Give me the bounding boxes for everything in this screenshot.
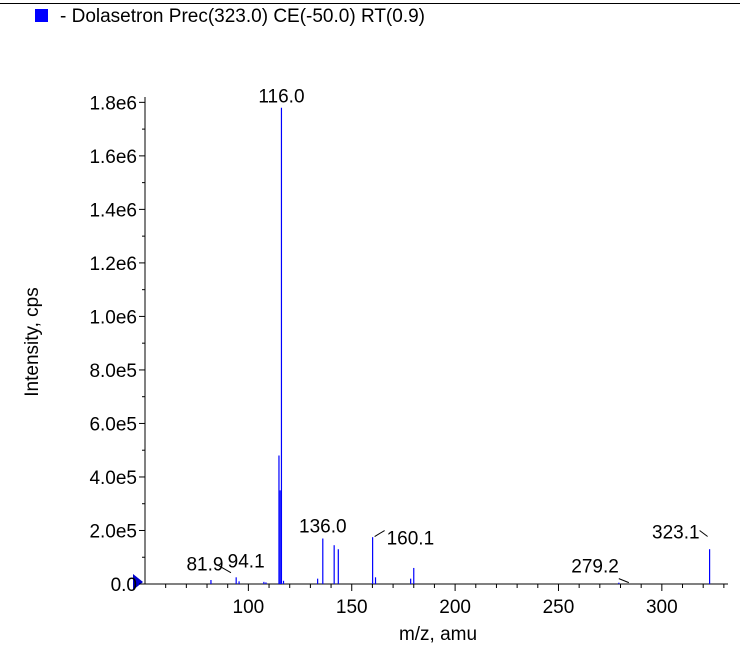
x-tick-label: 100: [233, 597, 265, 618]
peaks: [210, 107, 711, 584]
legend-label: - Dolasetron Prec(323.0) CE(-50.0) RT(0.…: [60, 6, 425, 27]
peak-label: 116.0: [258, 87, 304, 108]
peak-label: 279.2: [571, 557, 619, 578]
y-tick-label: 1.4e6: [89, 200, 137, 221]
x-tick-label: 300: [646, 597, 678, 618]
y-tick-label: 6.0e5: [89, 414, 137, 435]
y-tick-label: 1.0e6: [89, 307, 137, 328]
peak-label: 81.9: [186, 555, 223, 576]
peak-labels: 116.0 136.0 160.1 323.1 279.2 94.181.9: [186, 87, 708, 584]
x-axis-label: m/z, amu: [399, 624, 477, 645]
peak-label-leader: [699, 530, 708, 537]
y-tick-label: 8.0e5: [89, 361, 137, 382]
peak-label: 94.1: [228, 551, 265, 572]
peak-label-leader: [374, 530, 385, 537]
peak-label: 136.0: [299, 517, 347, 538]
ticks: 0.0 2.0e5 4.0e5 6.0e5 8.0e5 1.0e6 1.2e6 1.4e6 1.…: [89, 93, 725, 618]
y-tick-label: 1.8e6: [89, 93, 137, 114]
y-tick-label: 1.2e6: [89, 254, 137, 275]
top-rule: [0, 3, 740, 4]
y-axis-label: Intensity, cps: [22, 287, 43, 396]
peak-label: 160.1: [387, 529, 435, 550]
peak-label-leader: [216, 564, 232, 574]
y-tick-label: 2.0e5: [89, 521, 137, 542]
y-tick-label: 0.0: [111, 575, 137, 596]
x-tick-label: 200: [439, 597, 471, 618]
peak-label-leader: [618, 578, 630, 584]
y-tick-label: 1.6e6: [89, 147, 137, 168]
origin-marker: [133, 574, 143, 590]
peak-label: 323.1: [652, 523, 700, 544]
legend-swatch: [35, 9, 48, 22]
x-tick-label: 250: [543, 597, 575, 618]
x-tick-label: 150: [336, 597, 368, 618]
axes: [133, 97, 728, 590]
y-tick-label: 4.0e5: [89, 468, 137, 489]
